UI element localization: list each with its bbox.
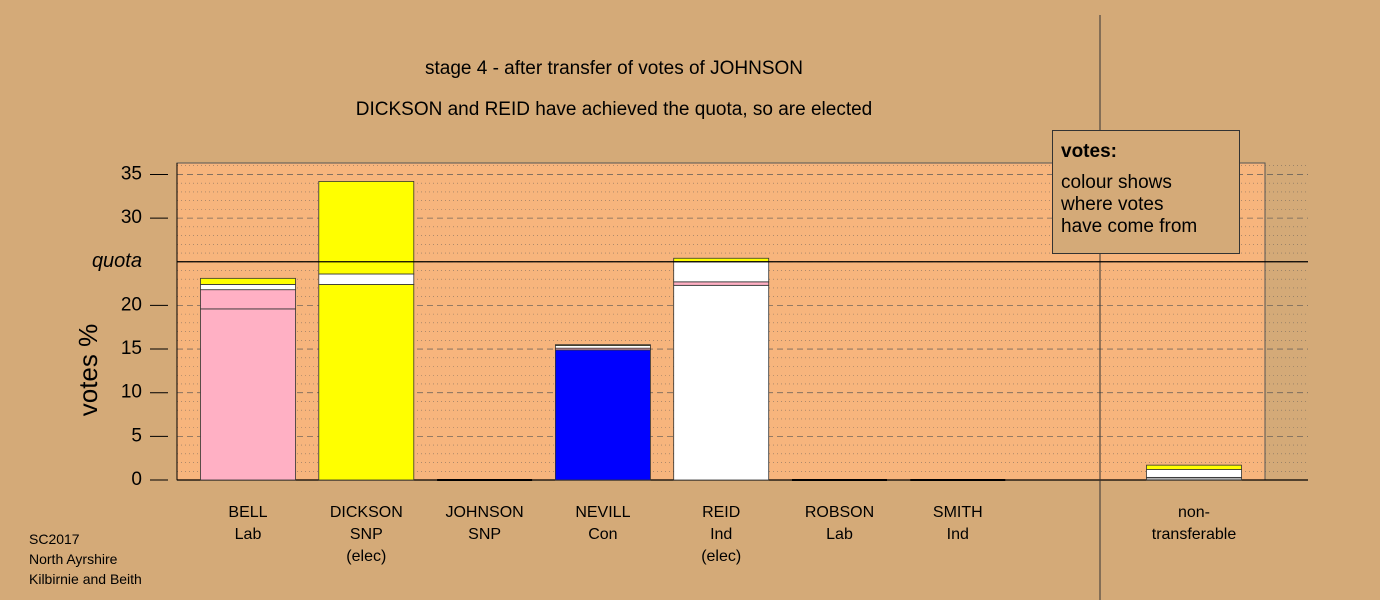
x-label-dickson-line-2: SNP xyxy=(350,526,383,543)
bar-bell-segment xyxy=(200,289,296,310)
legend-box: votes: colour shows where votes have com… xyxy=(1052,130,1240,254)
x-label-robson-line-2: Lab xyxy=(826,526,853,543)
bar-reid-segment xyxy=(673,261,770,283)
footer-line-3: Kilbirnie and Beith xyxy=(29,571,142,587)
bar-bell-segment xyxy=(200,284,296,291)
chart-title: stage 4 - after transfer of votes of JOH… xyxy=(425,58,803,79)
x-label-reid-line-2: Ind xyxy=(710,526,732,543)
legend-line-2: where votes xyxy=(1061,194,1164,215)
bar-dickson-segment xyxy=(318,273,415,285)
bar-bell-segment xyxy=(200,308,296,481)
footer-line-2: North Ayrshire xyxy=(29,551,118,567)
legend-line-1: colour shows xyxy=(1061,172,1172,193)
y-tick-label: 0 xyxy=(131,469,142,490)
chart-subtitle: DICKSON and REID have achieved the quota… xyxy=(356,99,872,120)
y-tick-label: 20 xyxy=(121,294,142,315)
x-label-johnson-line-2: SNP xyxy=(468,526,501,543)
legend-line-3: have come from xyxy=(1061,216,1198,237)
bar-dickson-segment xyxy=(318,284,415,481)
x-label-dickson-line-1: DICKSON xyxy=(330,504,403,521)
x-label-bell-line-2: Lab xyxy=(235,526,262,543)
bar-reid-segment xyxy=(673,284,770,481)
bar-dickson-segment xyxy=(318,181,415,275)
x-axis-labels: BELL Lab DICKSON SNP (elec) JOHNSON SNP NEVILL C… xyxy=(228,504,1236,565)
x-label-nontransferable-line-2: transferable xyxy=(1152,526,1237,543)
y-tick-label: 10 xyxy=(121,382,142,403)
y-tick-label: 5 xyxy=(131,425,142,446)
bars xyxy=(200,181,1242,481)
y-tick-label: 30 xyxy=(121,207,142,228)
bar-nontransferable-segment xyxy=(1146,469,1242,478)
x-label-smith-line-1: SMITH xyxy=(933,504,983,521)
y-tick-label: 15 xyxy=(121,338,142,359)
y-axis-label: votes % xyxy=(73,324,103,417)
x-label-nevill-line-2: Con xyxy=(588,526,617,543)
x-label-robson-line-1: ROBSON xyxy=(805,504,874,521)
x-label-nevill-line-1: NEVILL xyxy=(575,504,630,521)
bar-nontransferable-segment xyxy=(1146,464,1242,470)
x-label-bell-line-1: BELL xyxy=(228,504,267,521)
x-label-dickson-line-3: (elec) xyxy=(346,548,386,565)
x-label-nontransferable-line-1: non- xyxy=(1178,504,1210,521)
x-label-reid-line-1: REID xyxy=(702,504,740,521)
y-tick-label: 35 xyxy=(121,163,142,184)
y-axis-ticks: 0 5 10 15 20 30 35 xyxy=(121,163,168,490)
bar-nevill-segment xyxy=(555,344,651,346)
footer-line-1: SC2017 xyxy=(29,531,80,547)
legend-title: votes: xyxy=(1061,141,1117,162)
quota-label: quota xyxy=(92,250,142,272)
x-label-reid-line-3: (elec) xyxy=(701,548,741,565)
bar-nevill-segment xyxy=(555,349,651,481)
bar-bell-segment xyxy=(200,277,296,285)
x-label-johnson-line-1: JOHNSON xyxy=(445,504,523,521)
x-label-smith-line-2: Ind xyxy=(947,526,969,543)
bar-reid-segment xyxy=(673,281,770,286)
footer-info: SC2017 North Ayrshire Kilbirnie and Beit… xyxy=(29,529,142,589)
